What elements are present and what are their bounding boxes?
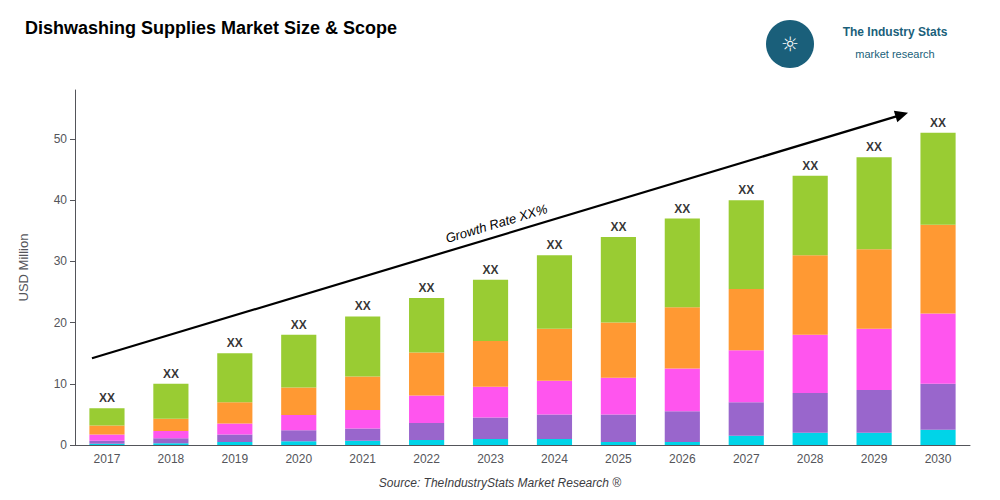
svg-text:XX: XX [610,220,626,234]
svg-text:2021: 2021 [349,452,376,466]
svg-text:XX: XX [802,159,818,173]
svg-text:☼: ☼ [781,32,799,56]
svg-text:Dishwashing Supplies Market Si: Dishwashing Supplies Market Size & Scope [25,18,397,38]
svg-text:2028: 2028 [797,452,824,466]
svg-text:XX: XX [483,263,499,277]
svg-text:50: 50 [54,132,68,146]
svg-text:40: 40 [54,193,68,207]
svg-text:2020: 2020 [285,452,312,466]
svg-text:XX: XX [866,140,882,154]
svg-text:2027: 2027 [733,452,760,466]
svg-text:The Industry Stats: The Industry Stats [843,25,948,39]
svg-text:USD Million: USD Million [16,234,31,302]
svg-text:XX: XX [163,367,179,381]
svg-text:XX: XX [291,318,307,332]
svg-text:30: 30 [54,254,68,268]
svg-text:2019: 2019 [221,452,248,466]
svg-text:XX: XX [930,116,946,130]
svg-text:XX: XX [738,183,754,197]
svg-text:0: 0 [60,438,67,452]
svg-text:XX: XX [355,299,371,313]
svg-text:2030: 2030 [925,452,952,466]
svg-text:market research: market research [855,48,934,60]
svg-text:XX: XX [546,238,562,252]
svg-text:20: 20 [54,316,68,330]
svg-text:XX: XX [99,391,115,405]
svg-text:XX: XX [674,202,690,216]
svg-text:2025: 2025 [605,452,632,466]
svg-text:2023: 2023 [477,452,504,466]
svg-text:XX: XX [419,281,435,295]
svg-text:2022: 2022 [413,452,440,466]
svg-text:2018: 2018 [158,452,185,466]
svg-text:2026: 2026 [669,452,696,466]
svg-text:Growth Rate XX%: Growth Rate XX% [444,201,549,246]
svg-text:Source: TheIndustryStats Marke: Source: TheIndustryStats Market Research… [379,476,621,490]
svg-text:2024: 2024 [541,452,568,466]
svg-text:10: 10 [54,377,68,391]
svg-text:2029: 2029 [861,452,888,466]
svg-text:XX: XX [227,336,243,350]
svg-text:2017: 2017 [94,452,121,466]
